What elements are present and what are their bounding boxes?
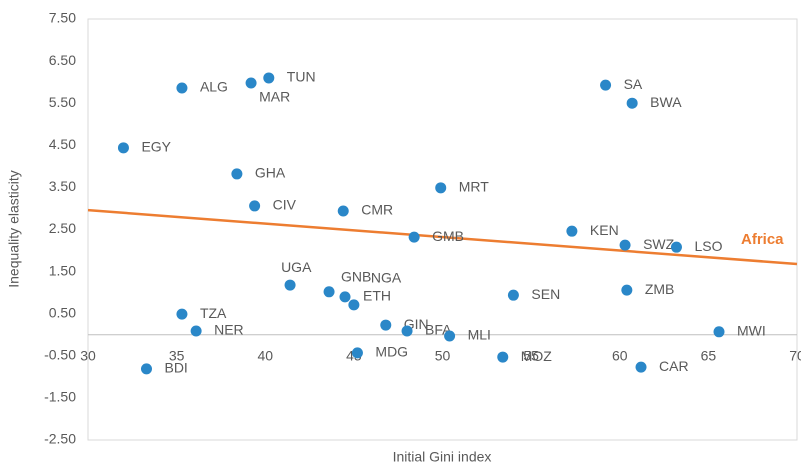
point-label: MOZ (521, 348, 553, 364)
x-tick-label: 30 (80, 347, 96, 363)
x-tick-label: 35 (169, 347, 185, 363)
y-tick-label: -1.50 (44, 389, 76, 405)
point-label: ETH (363, 288, 391, 304)
point (497, 351, 509, 363)
point (284, 279, 296, 291)
y-tick-label: 2.50 (49, 220, 76, 236)
point (401, 325, 413, 337)
point (176, 308, 188, 320)
point (444, 330, 456, 342)
point-label: MLI (468, 327, 491, 343)
plot-frame (87, 18, 798, 441)
point (619, 239, 631, 251)
point (713, 326, 725, 338)
point-label: KEN (590, 222, 619, 238)
point-label: MWI (737, 323, 766, 339)
point (566, 225, 578, 237)
y-axis-title: Inequality elasticity (6, 170, 22, 288)
point (626, 97, 638, 109)
y-tick-label: 3.50 (49, 178, 76, 194)
point-label: LSO (694, 238, 722, 254)
point-label: SEN (531, 286, 560, 302)
point-label: CAR (659, 358, 689, 374)
point-label: BDI (164, 360, 187, 376)
point (140, 363, 152, 375)
point-label: CMR (361, 202, 393, 218)
point-label: MRT (459, 179, 490, 195)
point (176, 82, 188, 94)
point-label: NER (214, 322, 244, 338)
point-label: SWZ (643, 236, 675, 252)
point (435, 182, 447, 194)
y-tick-label: -2.50 (44, 431, 76, 447)
point (670, 241, 682, 253)
point (380, 319, 392, 331)
point (339, 291, 351, 303)
x-tick-label: 55 (523, 347, 539, 363)
point (635, 361, 647, 373)
point (117, 142, 129, 154)
point (621, 284, 633, 296)
point-label: BWA (650, 94, 682, 110)
y-tick-label: 1.50 (49, 262, 76, 278)
point (337, 205, 349, 217)
point-label: GMB (432, 228, 464, 244)
point (351, 347, 363, 359)
point-label: ZMB (645, 281, 675, 297)
point-label: NGA (371, 270, 402, 286)
point (190, 325, 202, 337)
x-tick-label: 60 (612, 347, 628, 363)
point (245, 77, 257, 89)
x-tick-label: 40 (257, 347, 273, 363)
point-label: EGY (141, 139, 171, 155)
y-tick-label: 4.50 (49, 136, 76, 152)
x-tick-label: 70 (789, 347, 801, 363)
point (600, 79, 612, 91)
x-axis-title: Initial Gini index (393, 449, 492, 465)
point-label: MAR (259, 89, 290, 105)
y-tick-label: 7.50 (49, 10, 76, 26)
point (348, 299, 360, 311)
point-label: GNB (341, 269, 371, 285)
point (507, 289, 519, 301)
trend-label: Africa (741, 231, 784, 248)
point (408, 231, 420, 243)
point-label: CIV (273, 197, 297, 213)
point (263, 72, 275, 84)
y-tick-label: -0.50 (44, 347, 76, 363)
y-tick-label: 6.50 (49, 52, 76, 68)
x-tick-label: 50 (435, 347, 451, 363)
y-tick-label: 0.50 (49, 304, 76, 320)
point-label: GHA (255, 165, 286, 181)
point-label: SA (624, 76, 643, 92)
point (323, 286, 335, 298)
y-tick-label: 5.50 (49, 94, 76, 110)
point (231, 168, 243, 180)
point-label: TZA (200, 305, 227, 321)
trend-line (87, 208, 798, 266)
point-label: UGA (281, 259, 312, 275)
point-label: TUN (287, 69, 316, 85)
x-tick-label: 65 (701, 347, 717, 363)
point (249, 200, 261, 212)
point-label: MDG (375, 344, 408, 360)
point-label: ALG (200, 79, 228, 95)
